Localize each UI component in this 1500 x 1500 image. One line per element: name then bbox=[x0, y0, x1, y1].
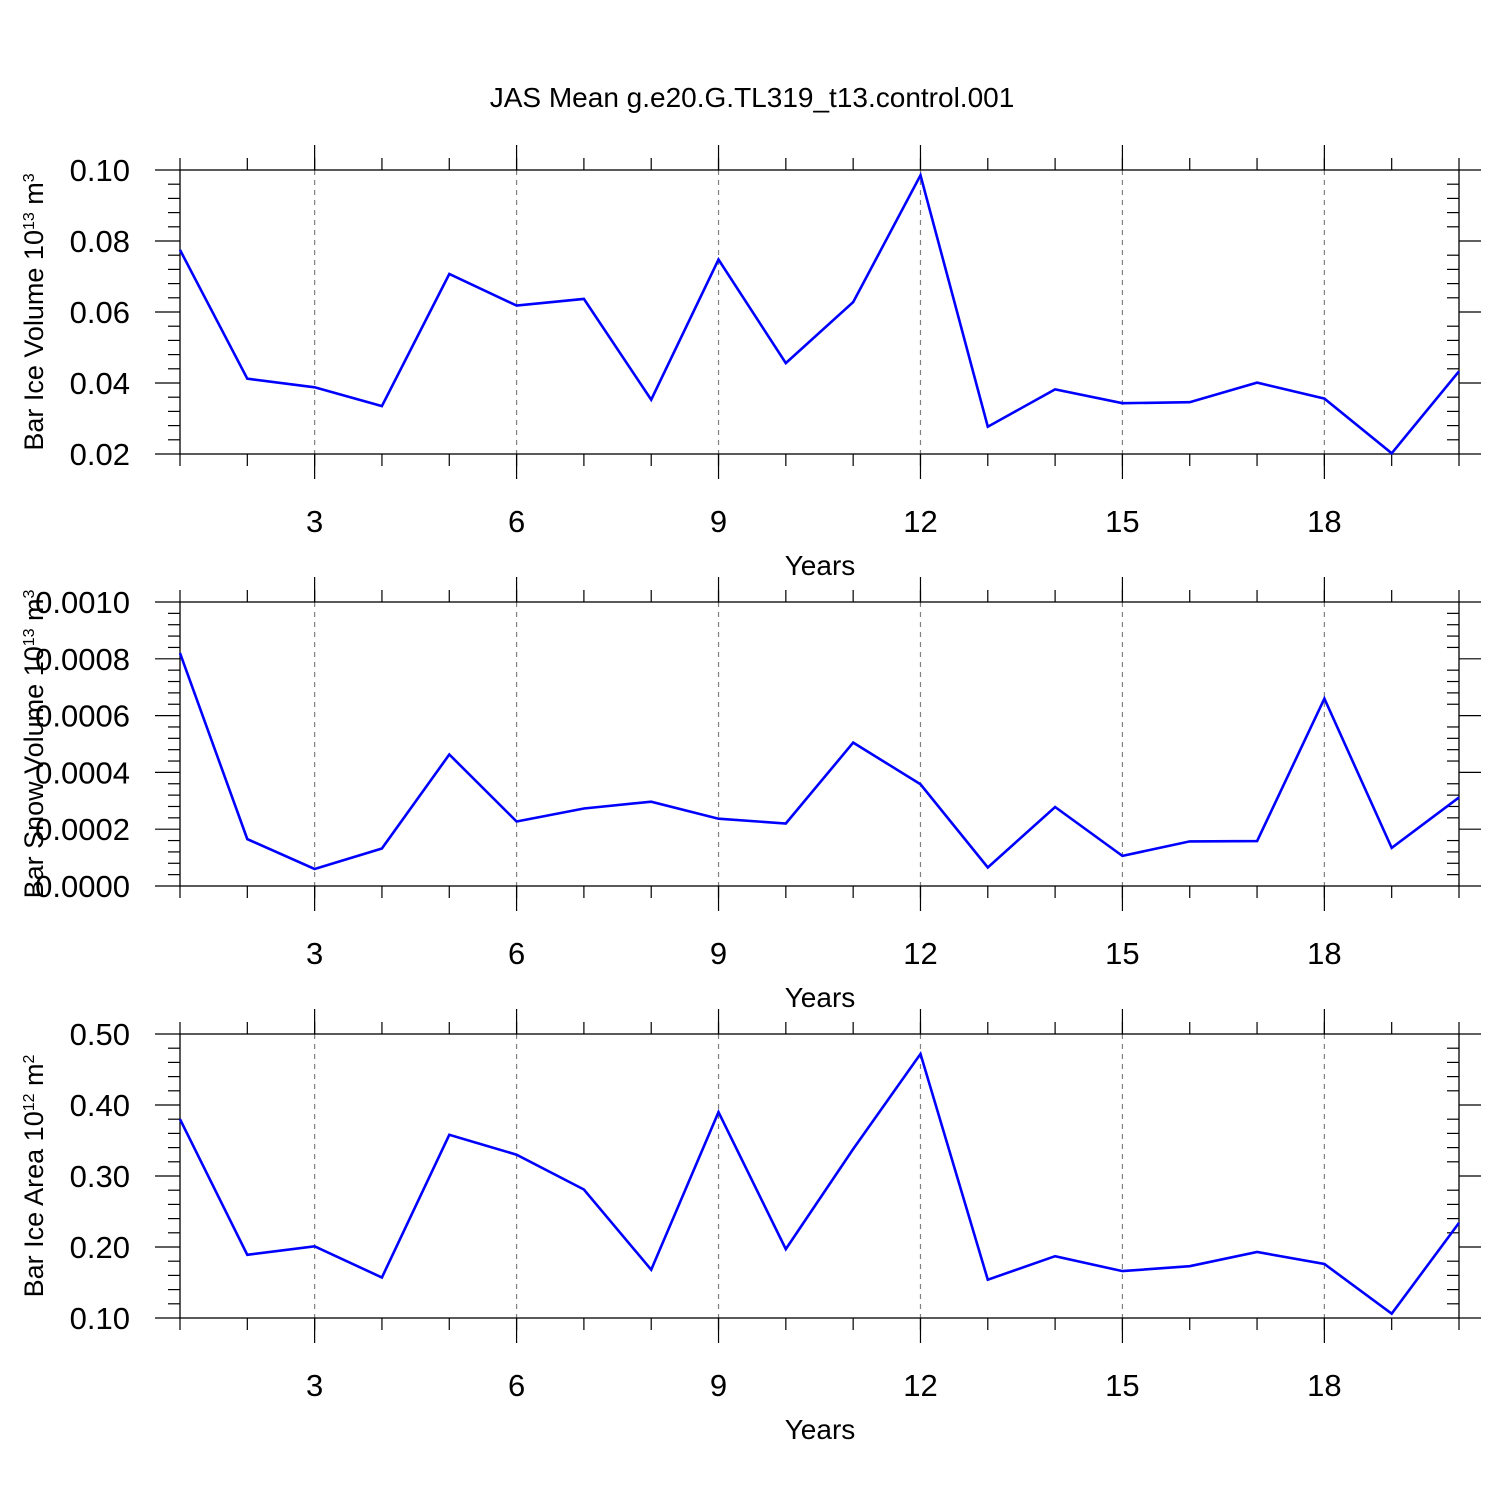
x-tick-label: 9 bbox=[710, 504, 727, 539]
x-tick-label: 6 bbox=[508, 1368, 525, 1403]
x-tick-label: 18 bbox=[1307, 504, 1341, 539]
chart-title: JAS Mean g.e20.G.TL319_t13.control.001 bbox=[490, 82, 1015, 113]
y-label-superscript: 3 bbox=[21, 173, 38, 182]
x-axis-label: Years bbox=[785, 982, 856, 1013]
y-tick-label: 0.08 bbox=[70, 224, 130, 259]
y-label-text: m bbox=[19, 1063, 49, 1093]
y-tick-label: 0.0002 bbox=[35, 812, 130, 847]
y-label-text: Bar Ice Volume 10 bbox=[19, 230, 49, 451]
x-tick-label: 6 bbox=[508, 504, 525, 539]
x-tick-label: 3 bbox=[306, 504, 323, 539]
y-axis-label: Bar Ice Volume 1013 m3 bbox=[19, 173, 49, 450]
x-tick-label: 12 bbox=[903, 936, 937, 971]
y-tick-label: 0.0008 bbox=[35, 642, 130, 677]
x-tick-label: 12 bbox=[903, 504, 937, 539]
chart-panel-1: 3 6 9 12 15 18 0.02 0.04 0.06 0.08 0.10 Years Bar Ic… bbox=[19, 145, 1481, 581]
axis-ticks bbox=[155, 1009, 1481, 1343]
y-label-superscript: 13 bbox=[21, 628, 38, 646]
chart-panels: 3 6 9 12 15 18 0.02 0.04 0.06 0.08 0.10 Years Bar Ic… bbox=[19, 145, 1481, 1445]
y-tick-label: 0.04 bbox=[70, 366, 130, 401]
y-tick-label: 0.0000 bbox=[35, 869, 130, 904]
y-label-superscript: 12 bbox=[21, 1093, 38, 1111]
y-tick-label: 0.40 bbox=[70, 1088, 130, 1123]
x-tick-label: 18 bbox=[1307, 936, 1341, 971]
y-axis-label: Bar Ice Area 1012 m2 bbox=[19, 1054, 49, 1297]
plot-frame bbox=[179, 169, 1460, 455]
series-line-1 bbox=[178, 1050, 1461, 1316]
axis-ticks bbox=[155, 145, 1481, 479]
y-label-text: m bbox=[19, 182, 49, 212]
y-label-superscript: 13 bbox=[21, 212, 38, 230]
y-label-text: Bar Snow Volume 10 bbox=[19, 646, 49, 898]
series-line-1 bbox=[178, 652, 1460, 871]
y-axis-label: Bar Snow Volume 1013 m3 bbox=[19, 589, 49, 898]
y-tick-label: 0.0010 bbox=[35, 585, 130, 620]
chart-panel-2: 3 6 9 12 15 18 0.0000 0.0002 0.0004 0.0006 0.0008 0… bbox=[19, 577, 1481, 1013]
x-axis-label: Years bbox=[785, 1414, 856, 1445]
x-tick-label: 9 bbox=[710, 936, 727, 971]
x-tick-label: 6 bbox=[508, 936, 525, 971]
x-tick-label: 12 bbox=[903, 1368, 937, 1403]
x-tick-label: 9 bbox=[710, 1368, 727, 1403]
y-label-superscript: 3 bbox=[21, 589, 38, 598]
x-tick-label: 3 bbox=[306, 936, 323, 971]
y-tick-label: 0.10 bbox=[70, 1301, 130, 1336]
series-line-1 bbox=[178, 171, 1461, 456]
y-label-text: Bar Ice Area 10 bbox=[19, 1111, 49, 1297]
y-label-superscript: 2 bbox=[21, 1054, 38, 1063]
y-tick-label: 0.20 bbox=[70, 1230, 130, 1265]
y-tick-label: 0.50 bbox=[70, 1017, 130, 1052]
y-tick-label: 0.0006 bbox=[35, 699, 130, 734]
x-tick-label: 18 bbox=[1307, 1368, 1341, 1403]
x-tick-label: 15 bbox=[1105, 504, 1139, 539]
y-tick-label: 0.0004 bbox=[35, 755, 130, 790]
plot-frame bbox=[179, 601, 1460, 887]
chart-panel-3: 3 6 9 12 15 18 0.10 0.20 0.30 0.40 0.50 Years Bar Ic… bbox=[19, 1009, 1481, 1445]
x-axis-label: Years bbox=[785, 550, 856, 581]
y-tick-label: 0.10 bbox=[70, 153, 130, 188]
plot-frame bbox=[179, 1033, 1460, 1319]
y-label-text: m bbox=[19, 598, 49, 628]
y-tick-label: 0.02 bbox=[70, 437, 130, 472]
x-tick-label: 15 bbox=[1105, 936, 1139, 971]
y-tick-label: 0.30 bbox=[70, 1159, 130, 1194]
y-tick-label: 0.06 bbox=[70, 295, 130, 330]
axis-ticks bbox=[155, 577, 1481, 911]
x-tick-label: 15 bbox=[1105, 1368, 1139, 1403]
x-tick-label: 3 bbox=[306, 1368, 323, 1403]
